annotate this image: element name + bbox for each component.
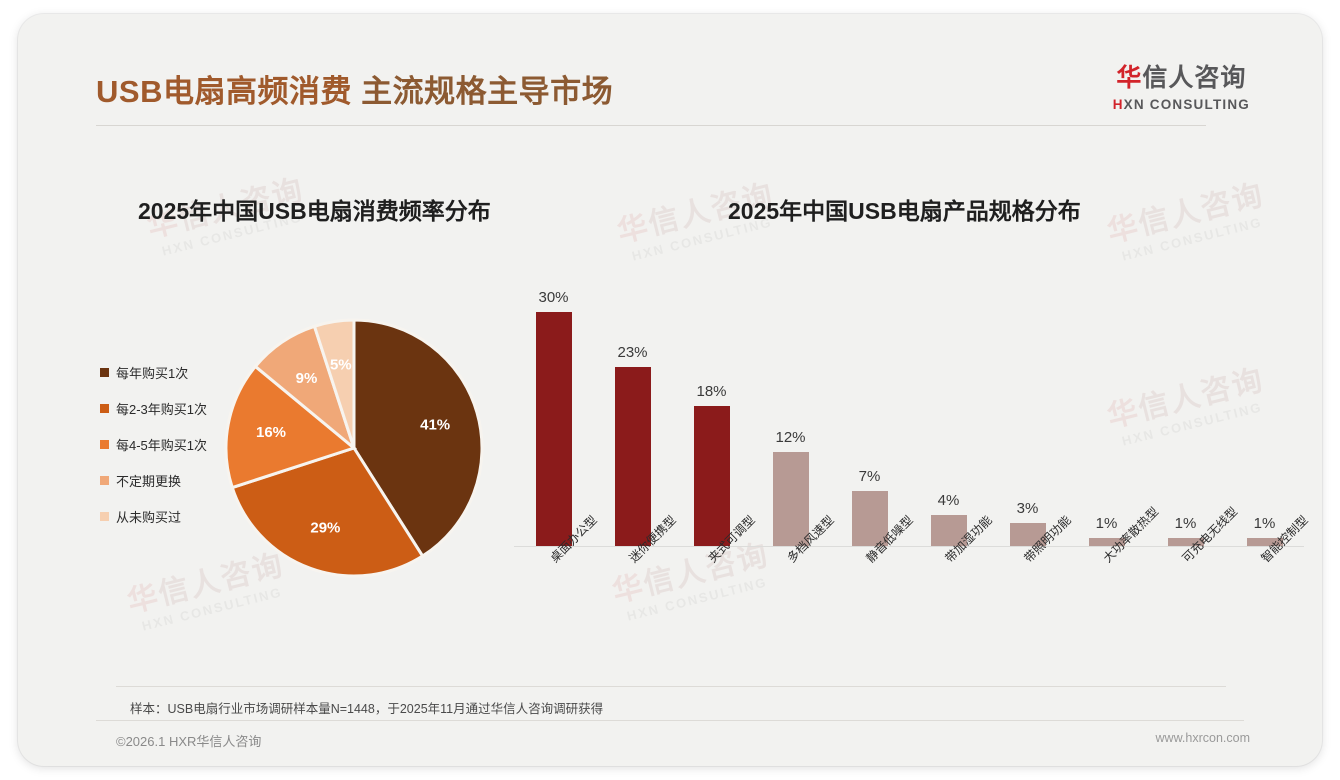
slide-card: USB电扇高频消费 主流规格主导市场 华信人咨询 HXN CONSULTING … [18,14,1322,766]
bar-rect[interactable] [1246,538,1283,546]
bar-rect[interactable] [535,312,572,546]
pie-slice-value: 29% [310,519,340,536]
pie-slice-value: 9% [296,370,318,387]
bar-value-label: 23% [617,343,648,361]
bar-column[interactable]: 1% [1167,276,1204,546]
footer-divider [96,720,1244,721]
logo-chinese-accent: 华 [1116,64,1143,92]
legend-swatch-icon [100,403,109,413]
pie-slice[interactable] [230,446,425,578]
pie-slice-value: 16% [256,424,286,441]
bar-value-label: 1% [1095,515,1118,533]
bar-column[interactable]: 4% [930,276,967,546]
watermark-english: HXN CONSULTING [1120,214,1264,264]
source-divider [116,686,1226,687]
pie-slice[interactable] [312,318,356,449]
watermark-chinese-accent: 华 [1104,209,1144,250]
bar-rect[interactable] [930,514,967,546]
bar-chart: 30% 23% 18% 12% 7% 4% 3% 1% 1% 1% [514,276,1304,546]
bar-value-label: 12% [775,429,806,447]
bar-column[interactable]: 30% [535,276,572,546]
bar-value-label: 1% [1253,515,1276,533]
page-title-sub: 主流规格主导市场 [361,74,614,109]
legend-item[interactable]: 每2-3年购买1次 [100,390,218,426]
pie-chart-svg: 41% 29% 16% 9% 5% [224,318,484,578]
pie-slice-value: 5% [330,357,352,374]
bar-chart-axis-line [514,546,1304,547]
pie-legend: 每年购买1次每2-3年购买1次 每4-5年购买1次 不定期更换从未购买过 [100,354,218,534]
watermark-english: HXN CONSULTING [625,574,769,624]
bar-rect[interactable] [1167,538,1204,546]
logo-chinese: 华信人咨询 [1113,66,1250,91]
legend-item-label: 不定期更换 [116,473,182,489]
legend-item-label: 每4-5年购买1次 [116,437,208,453]
bar-value-label: 3% [1016,499,1039,517]
bar-value-label: 18% [696,382,727,400]
watermark: 华信人咨询 HXN CONSULTING [1104,178,1272,264]
logo-english: HXN CONSULTING [1113,98,1250,112]
watermark-chinese-accent: 华 [614,209,654,250]
bar-column[interactable]: 3% [1009,276,1046,546]
bar-column[interactable]: 18% [693,276,730,546]
bar-column[interactable]: 1% [1246,276,1283,546]
bar-value-label: 30% [538,289,569,306]
footer-website: www.hxrcon.com [1155,731,1250,745]
bar-value-label: 4% [937,491,960,509]
bar-rect[interactable] [693,405,730,546]
footer-copyright: ©2026.1 HXR华信人咨询 [116,734,262,749]
watermark-chinese-rest: 信人咨询 [1135,178,1268,242]
watermark-chinese-rest: 信人咨询 [640,538,773,602]
legend-swatch-icon [100,439,109,449]
pie-chart: 41% 29% 16% 9% 5% [218,312,490,584]
watermark-english: HXN CONSULTING [140,584,284,634]
bar-value-label: 7% [858,468,881,486]
bar-column[interactable]: 7% [851,276,888,546]
bar-rect[interactable] [1088,538,1125,546]
watermark-chinese-accent: 华 [124,579,164,620]
legend-item[interactable]: 每4-5年购买1次 [100,426,218,462]
watermark-chinese: 华信人咨询 [1104,178,1268,250]
bar-column[interactable]: 1% [1088,276,1125,546]
company-logo: 华信人咨询 HXN CONSULTING [1113,66,1250,112]
legend-item-label: 从未购买过 [116,509,182,525]
legend-item[interactable]: 从未购买过 [100,498,218,534]
legend-item[interactable]: 不定期更换 [100,462,218,498]
legend-item[interactable]: 每年购买1次 [100,354,218,390]
legend-item-label: 每2-3年购买1次 [116,401,208,417]
logo-english-rest: XN CONSULTING [1123,97,1250,112]
legend-swatch-icon [100,475,109,485]
pie-chart-title: 2025年中国USB电扇消费频率分布 [138,198,491,224]
bar-value-label: 1% [1174,515,1197,533]
bar-column[interactable]: 12% [772,276,809,546]
bar-rect[interactable] [614,366,651,546]
pie-slice-value: 41% [420,416,450,433]
page-title-main: USB电扇高频消费 [96,74,352,109]
bar-rect[interactable] [1009,522,1046,546]
title-divider [96,125,1206,126]
bar-chart-title: 2025年中国USB电扇产品规格分布 [728,198,1081,224]
legend-swatch-icon [100,511,109,521]
logo-chinese-rest: 信人咨询 [1142,64,1247,92]
page-title: USB电扇高频消费 主流规格主导市场 [96,66,613,111]
pie-slice[interactable] [224,364,358,490]
bar-column[interactable]: 23% [614,276,651,546]
legend-item-label: 每年购买1次 [116,365,189,381]
logo-english-accent: H [1112,97,1124,112]
source-note: 样本：USB电扇行业市场调研样本量N=1448，于2025年11月通过华信人咨询… [130,702,604,716]
bar-rect[interactable] [851,491,888,546]
watermark-chinese-accent: 华 [609,569,649,610]
legend-swatch-icon [100,367,109,377]
bar-rect[interactable] [772,452,809,546]
